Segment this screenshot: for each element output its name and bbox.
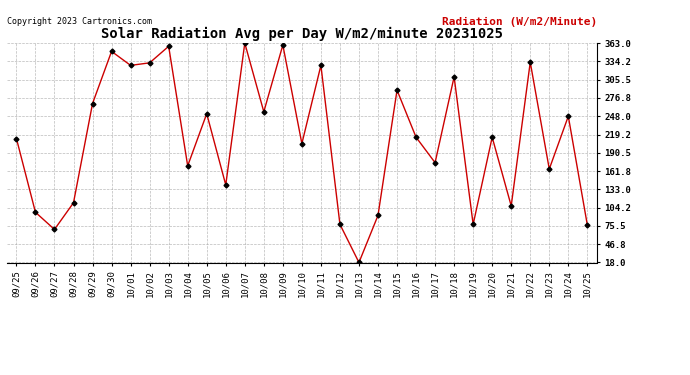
Title: Solar Radiation Avg per Day W/m2/minute 20231025: Solar Radiation Avg per Day W/m2/minute … xyxy=(101,26,503,40)
Text: Radiation (W/m2/Minute): Radiation (W/m2/Minute) xyxy=(442,17,597,27)
Text: Copyright 2023 Cartronics.com: Copyright 2023 Cartronics.com xyxy=(7,17,152,26)
